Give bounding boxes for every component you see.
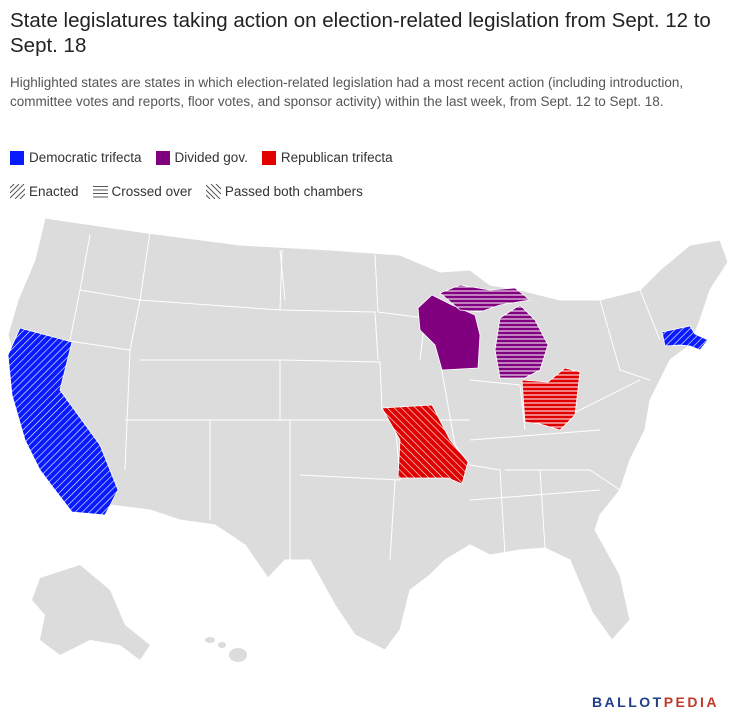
hawaii-shape: [205, 637, 247, 662]
legend-item-democratic: Democratic trifecta: [10, 150, 142, 165]
legend-item-crossed-over: Crossed over: [92, 184, 192, 199]
state-massachusetts: [661, 325, 709, 351]
pattern-legend: Enacted Crossed over Passed both chamber…: [10, 184, 377, 199]
state-michigan-upper: [439, 284, 531, 313]
alaska-shape: [32, 565, 150, 660]
democratic-swatch: [10, 150, 24, 165]
crossed-over-pattern-icon: [92, 186, 108, 198]
enacted-pattern-icon: [10, 184, 25, 199]
legend-label-enacted: Enacted: [29, 184, 79, 199]
state-missouri: [381, 404, 469, 485]
legend-label-democratic: Democratic trifecta: [29, 150, 142, 165]
legend-item-passed-both: Passed both chambers: [205, 184, 363, 199]
state-california: [7, 327, 119, 516]
passed-both-pattern-icon: [205, 184, 221, 199]
logo-part-pedia: PEDIA: [663, 694, 719, 710]
color-legend: Democratic trifecta Divided gov. Republi…: [10, 150, 407, 165]
state-michigan-lower: [494, 304, 549, 379]
legend-label-republican: Republican trifecta: [280, 150, 393, 165]
us-base-shape: [7, 217, 729, 651]
state-wisconsin: [417, 294, 481, 371]
legend-label-crossed-over: Crossed over: [111, 184, 192, 199]
chart-title: State legislatures taking action on elec…: [10, 9, 711, 57]
state-ohio: [521, 367, 581, 431]
chart-subtitle: Highlighted states are states in which e…: [10, 75, 684, 109]
legend-item-republican: Republican trifecta: [261, 150, 393, 165]
divided-swatch: [155, 150, 170, 165]
us-map: [7, 217, 729, 662]
ballotpedia-logo: BALLOTPEDIA: [592, 694, 719, 710]
logo-part-ballot: BALLOT: [591, 694, 664, 710]
legend-label-divided: Divided gov.: [174, 150, 248, 165]
legend-item-divided: Divided gov.: [155, 150, 248, 165]
republican-swatch: [261, 150, 276, 165]
legend-label-passed-both: Passed both chambers: [224, 184, 363, 199]
legend-item-enacted: Enacted: [10, 184, 79, 199]
